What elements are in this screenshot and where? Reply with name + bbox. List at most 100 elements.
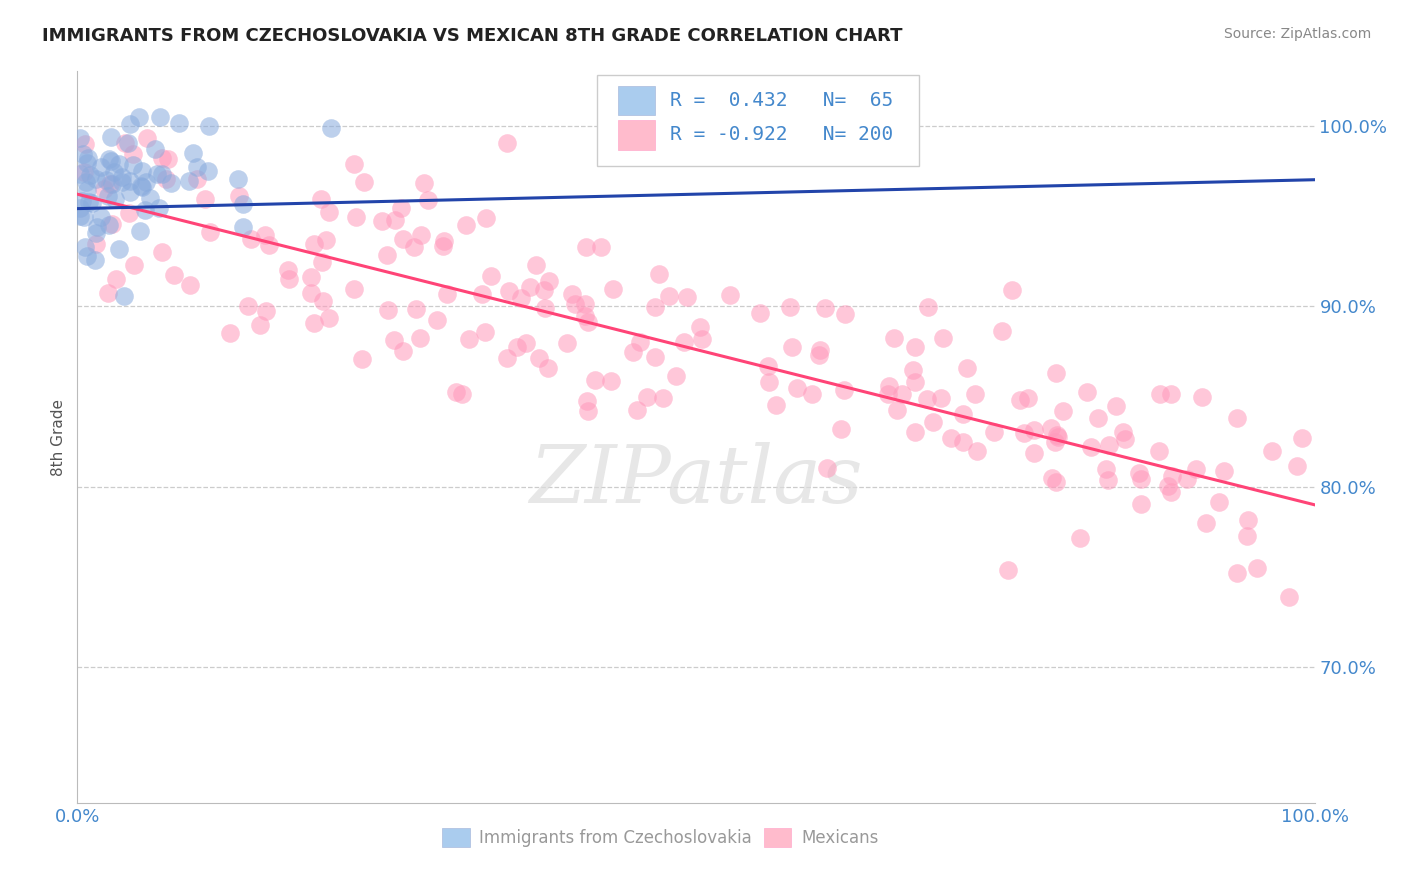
Point xyxy=(779,300,801,314)
Point xyxy=(111,175,134,189)
Point xyxy=(1246,561,1268,575)
Point xyxy=(450,387,472,401)
Point xyxy=(519,280,541,294)
Point xyxy=(73,137,96,152)
Point xyxy=(997,562,1019,576)
Point xyxy=(318,204,340,219)
Point xyxy=(384,212,406,227)
Point xyxy=(350,352,373,367)
Point xyxy=(644,300,666,314)
Point xyxy=(1069,531,1091,545)
Text: IMMIGRANTS FROM CZECHOSLOVAKIA VS MEXICAN 8TH GRADE CORRELATION CHART: IMMIGRANTS FROM CZECHOSLOVAKIA VS MEXICA… xyxy=(42,27,903,45)
Text: Mexicans: Mexicans xyxy=(801,829,879,847)
Point xyxy=(75,175,97,189)
Point xyxy=(150,167,173,181)
Point xyxy=(319,120,342,135)
Point xyxy=(1046,427,1069,442)
Point xyxy=(131,179,153,194)
Point xyxy=(76,249,98,263)
Point xyxy=(377,303,399,318)
Point xyxy=(1208,495,1230,509)
Point xyxy=(318,310,340,325)
Point xyxy=(1184,462,1206,476)
Point xyxy=(904,425,927,439)
Text: R =  0.432   N=  65: R = 0.432 N= 65 xyxy=(671,91,893,110)
Point xyxy=(150,244,173,259)
Point xyxy=(311,254,333,268)
Point xyxy=(748,306,770,320)
Point xyxy=(392,344,415,359)
Point xyxy=(533,283,555,297)
Point xyxy=(402,240,425,254)
Point xyxy=(167,115,190,129)
Point xyxy=(136,130,159,145)
Point xyxy=(1130,497,1153,511)
Point xyxy=(226,171,249,186)
Point xyxy=(555,335,578,350)
Point xyxy=(409,331,432,345)
Point xyxy=(1040,420,1063,434)
Point xyxy=(673,334,696,349)
Point xyxy=(1128,467,1150,481)
Text: Immigrants from Czechoslovakia: Immigrants from Czechoslovakia xyxy=(479,829,752,847)
Point xyxy=(1112,425,1135,439)
Point xyxy=(150,151,173,165)
Point xyxy=(879,378,901,392)
Point xyxy=(808,343,831,358)
Point xyxy=(1001,283,1024,297)
Point xyxy=(1261,443,1284,458)
Point xyxy=(474,325,496,339)
Point xyxy=(1175,472,1198,486)
Point xyxy=(197,164,219,178)
FancyBboxPatch shape xyxy=(598,75,918,167)
Point xyxy=(1012,425,1035,440)
Point xyxy=(689,319,711,334)
Bar xyxy=(443,829,470,847)
Point xyxy=(304,316,326,330)
Point xyxy=(343,157,366,171)
Point xyxy=(69,209,91,223)
Point xyxy=(100,154,122,169)
Point xyxy=(375,248,398,262)
Point xyxy=(69,130,91,145)
Point xyxy=(1191,390,1213,404)
Point xyxy=(309,192,332,206)
Point xyxy=(118,206,141,220)
Point xyxy=(86,220,108,235)
Point xyxy=(118,185,141,199)
Point xyxy=(564,297,586,311)
Point xyxy=(97,189,120,203)
Point xyxy=(100,130,122,145)
Point xyxy=(602,282,624,296)
Point xyxy=(834,307,856,321)
Point xyxy=(76,152,98,166)
Point xyxy=(143,142,166,156)
Point xyxy=(574,296,596,310)
Point xyxy=(84,226,107,240)
Point xyxy=(575,240,598,254)
Point xyxy=(990,324,1012,338)
Point xyxy=(690,332,713,346)
Point xyxy=(574,309,596,323)
Point xyxy=(952,408,974,422)
Point xyxy=(537,274,560,288)
Point xyxy=(108,156,131,170)
Point xyxy=(456,219,478,233)
Bar xyxy=(619,120,655,150)
Point xyxy=(278,272,301,286)
Point xyxy=(599,374,621,388)
Point xyxy=(956,361,979,376)
Point xyxy=(1098,438,1121,452)
Point xyxy=(1130,472,1153,486)
Point xyxy=(186,160,208,174)
Point xyxy=(815,461,838,475)
Point xyxy=(675,291,697,305)
Point xyxy=(111,170,134,185)
Point xyxy=(1022,446,1045,460)
Point xyxy=(644,350,666,364)
Point xyxy=(131,164,153,178)
Point xyxy=(90,210,112,224)
Point xyxy=(236,299,259,313)
Point xyxy=(901,363,924,377)
Point xyxy=(1097,473,1119,487)
